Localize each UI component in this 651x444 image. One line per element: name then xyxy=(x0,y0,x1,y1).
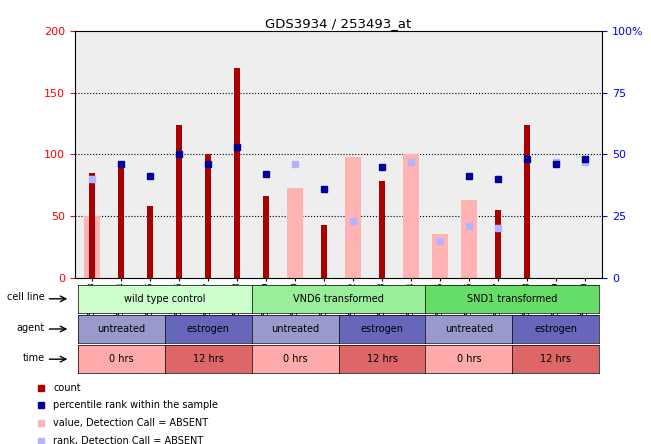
Bar xyxy=(495,210,501,278)
Bar xyxy=(84,216,100,278)
Title: GDS3934 / 253493_at: GDS3934 / 253493_at xyxy=(266,17,411,30)
Bar xyxy=(287,187,303,278)
Text: estrogen: estrogen xyxy=(361,324,404,334)
Text: 12 hrs: 12 hrs xyxy=(540,354,572,364)
Bar xyxy=(432,234,448,278)
Text: 12 hrs: 12 hrs xyxy=(367,354,397,364)
Bar xyxy=(379,182,385,278)
Text: untreated: untreated xyxy=(97,324,145,334)
Bar xyxy=(147,206,154,278)
Bar xyxy=(461,200,477,278)
Bar xyxy=(263,196,270,278)
Text: wild type control: wild type control xyxy=(124,294,206,304)
Text: estrogen: estrogen xyxy=(187,324,230,334)
Text: percentile rank within the sample: percentile rank within the sample xyxy=(53,400,218,410)
Text: 0 hrs: 0 hrs xyxy=(456,354,481,364)
Text: untreated: untreated xyxy=(271,324,319,334)
Text: 12 hrs: 12 hrs xyxy=(193,354,223,364)
Bar xyxy=(89,173,96,278)
Bar xyxy=(523,125,530,278)
Text: cell line: cell line xyxy=(7,293,44,302)
Text: rank, Detection Call = ABSENT: rank, Detection Call = ABSENT xyxy=(53,436,203,444)
Text: SND1 transformed: SND1 transformed xyxy=(467,294,557,304)
Text: VND6 transformed: VND6 transformed xyxy=(293,294,384,304)
Bar xyxy=(345,157,361,278)
Bar xyxy=(321,225,327,278)
Text: count: count xyxy=(53,383,81,392)
Text: 0 hrs: 0 hrs xyxy=(109,354,133,364)
Text: untreated: untreated xyxy=(445,324,493,334)
Text: agent: agent xyxy=(16,323,44,333)
Bar xyxy=(205,155,212,278)
Text: estrogen: estrogen xyxy=(534,324,577,334)
Bar xyxy=(234,68,240,278)
Text: 0 hrs: 0 hrs xyxy=(283,354,307,364)
Bar xyxy=(403,155,419,278)
Text: value, Detection Call = ABSENT: value, Detection Call = ABSENT xyxy=(53,418,208,428)
Text: time: time xyxy=(22,353,44,363)
Bar xyxy=(118,166,124,278)
Bar xyxy=(176,125,182,278)
